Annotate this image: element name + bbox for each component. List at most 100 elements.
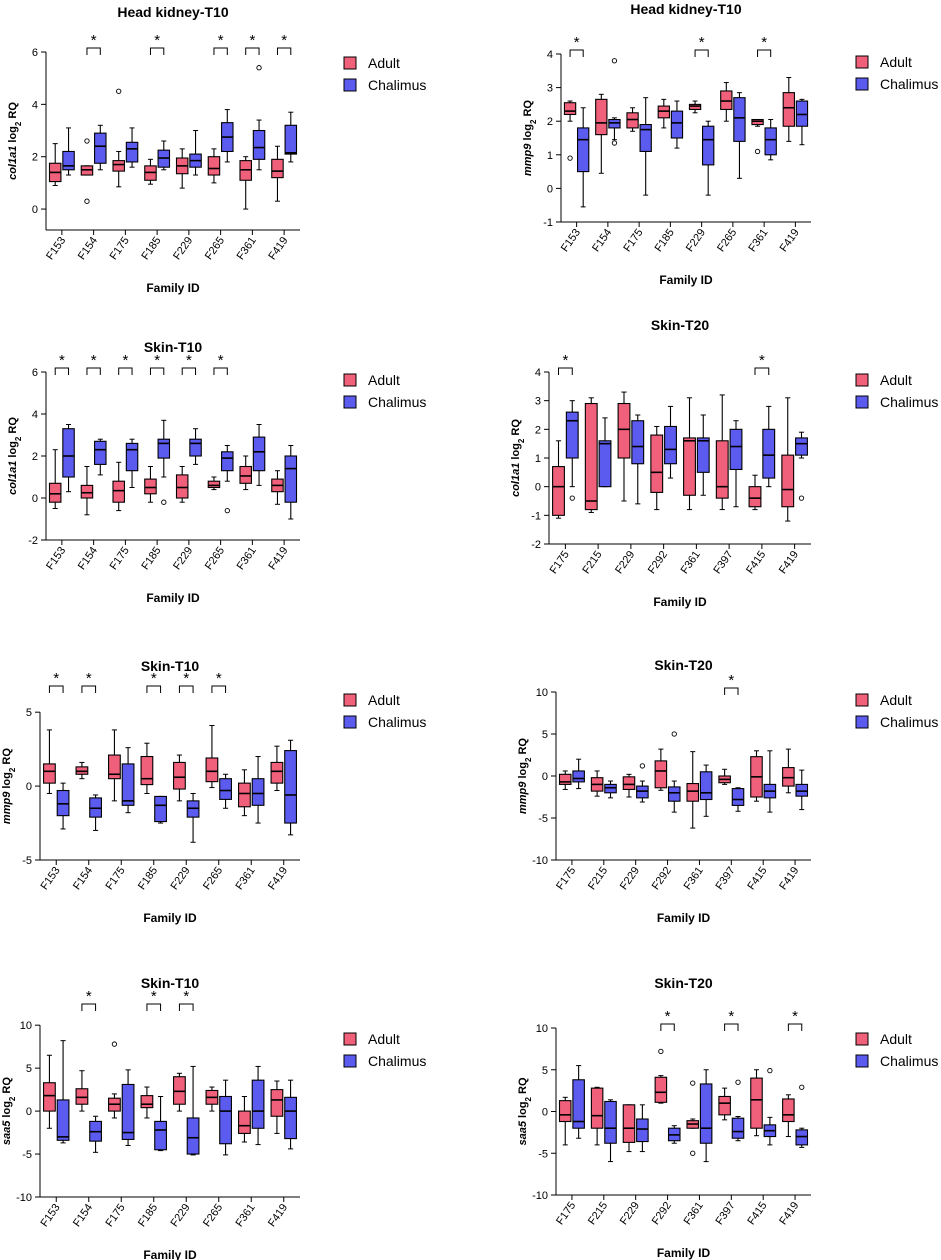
box-chalimus [670, 110, 684, 139]
legend: Adult Chalimus [855, 54, 938, 92]
legend-swatch-chalimus [343, 395, 357, 409]
x-tick-label: F229 [171, 545, 195, 572]
box-adult [563, 102, 577, 116]
box-adult [782, 767, 795, 787]
legend-label-adult: Adult [368, 372, 400, 388]
significance-bracket [724, 687, 739, 695]
y-axis-label: mmp9 log2 RQ [1, 748, 17, 824]
x-tick-label: F154 [76, 235, 100, 262]
legend: Adult Chalimus [343, 372, 426, 410]
x-tick-label: F175 [108, 545, 132, 572]
significance-star: * [761, 34, 767, 51]
box-adult [654, 760, 668, 789]
x-tick-label: F419 [777, 549, 801, 576]
legend-swatch-adult [855, 55, 869, 69]
box-adult [112, 160, 125, 172]
box-adult [683, 437, 696, 496]
y-tick-label: 4 [547, 49, 553, 61]
y-tick-label: 0 [32, 204, 38, 216]
significance-star: * [151, 670, 157, 687]
legend-swatch-adult [343, 693, 357, 707]
legend-swatch-adult [855, 693, 869, 707]
box-chalimus [62, 428, 75, 478]
legend-label-adult: Adult [368, 692, 400, 708]
x-axis-label: Family ID [146, 591, 200, 605]
y-tick-label: 2 [547, 116, 553, 128]
x-tick-label: F419 [266, 235, 290, 262]
significance-star: * [186, 352, 192, 369]
outlier-point-adult [116, 88, 122, 94]
legend-label-adult: Adult [880, 372, 912, 388]
box-chalimus [121, 763, 135, 806]
box-chalimus [699, 771, 713, 801]
box-chalimus [121, 1083, 135, 1140]
chart-title: Skin-T10 [141, 658, 200, 674]
box-chalimus [56, 1099, 70, 1141]
significance-star: * [122, 352, 128, 369]
y-tick-label: -5 [538, 1148, 548, 1160]
box-chalimus [667, 786, 681, 802]
x-tick-label: F215 [586, 865, 610, 892]
outlier-point-chalimus [611, 58, 618, 64]
y-axis-label: col1a1 log2 RQ [7, 417, 23, 495]
y-tick-label: -1 [543, 217, 553, 229]
outlier-point-adult [754, 148, 761, 155]
box-chalimus [221, 451, 234, 472]
box-adult [112, 480, 125, 503]
x-tick-label: F229 [613, 549, 637, 576]
box-adult [175, 474, 189, 499]
box-adult [108, 754, 121, 780]
significance-star: * [665, 1008, 671, 1025]
legend: Adult Chalimus [855, 692, 938, 730]
box-adult [271, 158, 284, 179]
legend-swatch-adult [855, 373, 869, 387]
significance-bracket [754, 367, 770, 375]
box-adult [781, 454, 795, 508]
box-chalimus [186, 1117, 200, 1155]
x-tick-label: F397 [714, 865, 738, 892]
box-chalimus [565, 411, 579, 459]
x-tick-label: F153 [44, 235, 68, 262]
significance-star: * [53, 670, 59, 687]
box-adult [715, 440, 729, 499]
legend-swatch-chalimus [855, 77, 869, 91]
x-tick-label: F153 [38, 865, 62, 892]
box-chalimus [157, 438, 171, 459]
box-adult [748, 486, 762, 508]
x-tick-label: F265 [715, 227, 739, 254]
legend-label-chalimus: Chalimus [368, 714, 426, 730]
x-tick-label: F229 [618, 1200, 642, 1227]
y-tick-label: 4 [32, 99, 38, 111]
box-chalimus [252, 129, 266, 160]
x-tick-label: F265 [203, 545, 227, 572]
significance-bracket [213, 367, 228, 375]
significance-star: * [728, 672, 734, 689]
chart-title: Head kidney-T10 [117, 4, 228, 20]
significance-bracket [276, 47, 292, 55]
x-tick-label: F229 [171, 235, 195, 262]
significance-bracket [178, 1003, 194, 1011]
box-adult [595, 98, 608, 136]
x-tick-label: F361 [682, 1200, 706, 1227]
y-tick-label: 0 [26, 781, 32, 793]
x-tick-label: F175 [548, 549, 572, 576]
box-chalimus [795, 783, 809, 797]
y-tick-label: -10 [532, 855, 548, 867]
significance-bracket [213, 47, 228, 55]
x-tick-label: F419 [778, 227, 802, 254]
outlier-point-chalimus [256, 65, 262, 71]
x-tick-label: F361 [233, 1202, 257, 1229]
box-chalimus [604, 1100, 617, 1144]
legend-label-chalimus: Chalimus [880, 76, 938, 92]
y-tick-label: -10 [532, 1190, 548, 1202]
box-adult [657, 105, 670, 119]
outlier-point-chalimus [735, 1079, 741, 1085]
box-chalimus [733, 97, 746, 142]
box-adult [622, 1104, 636, 1143]
box-adult [140, 1095, 154, 1109]
box-adult [207, 480, 221, 489]
box-chalimus [729, 428, 743, 471]
box-adult [782, 92, 795, 127]
legend-label-chalimus: Chalimus [368, 394, 426, 410]
x-tick-label: F153 [44, 545, 68, 572]
